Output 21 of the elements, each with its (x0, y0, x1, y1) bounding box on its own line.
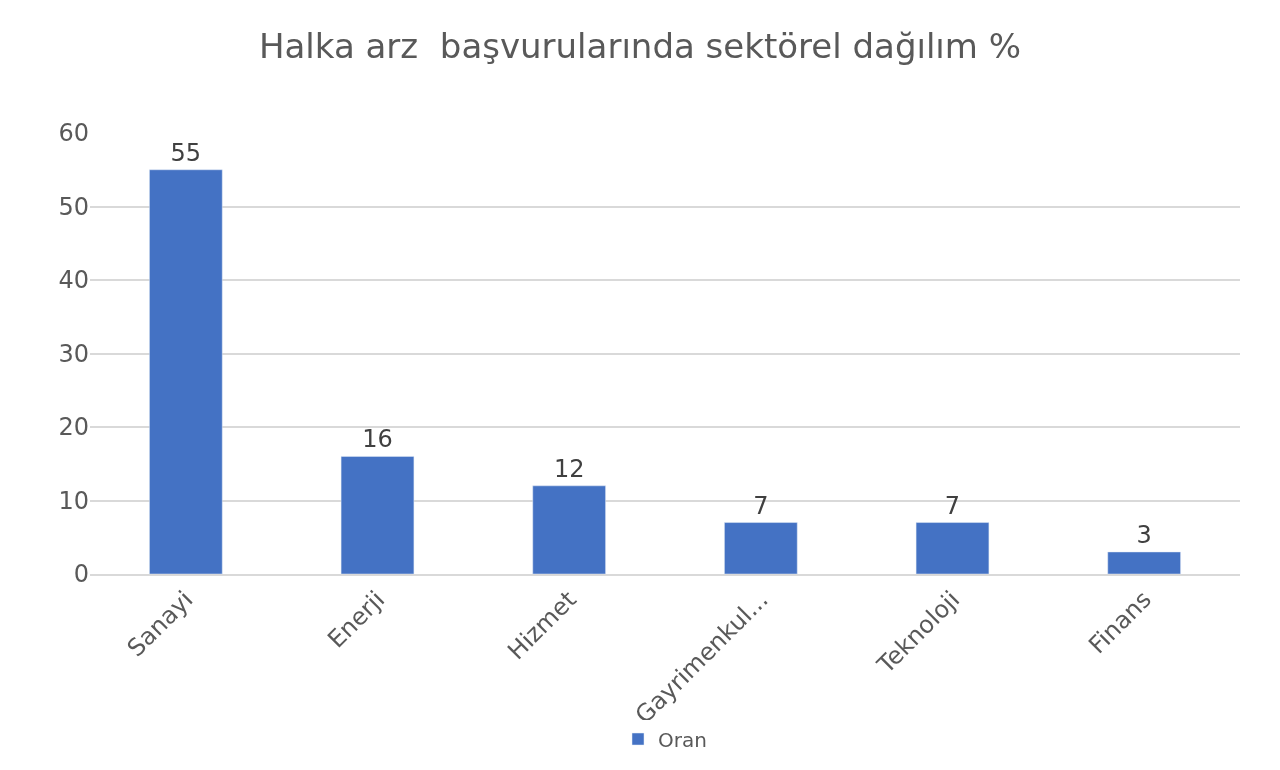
y-tick-label: 20 (58, 413, 89, 442)
y-tick-label: 0 (73, 560, 89, 589)
legend-label: Oran (658, 727, 707, 752)
bar (532, 485, 606, 574)
bar (1107, 551, 1181, 574)
y-tick-label: 60 (58, 119, 89, 148)
y-tick-label: 10 (58, 486, 89, 515)
bar (340, 456, 415, 574)
data-label: 12 (553, 454, 585, 483)
data-label: 3 (1136, 520, 1152, 549)
bar (149, 169, 223, 574)
data-label: 16 (362, 425, 393, 454)
y-tick-label: 50 (58, 192, 89, 221)
y-tick-label: 30 (58, 339, 89, 368)
bar (915, 522, 990, 574)
data-label: 7 (753, 491, 769, 520)
y-tick-label: 40 (58, 266, 89, 295)
chart-title: Halka arz başvurularında sektörel dağılım % (258, 26, 1022, 67)
data-label: 55 (170, 138, 202, 167)
data-label: 7 (944, 491, 961, 520)
bar (724, 522, 798, 574)
